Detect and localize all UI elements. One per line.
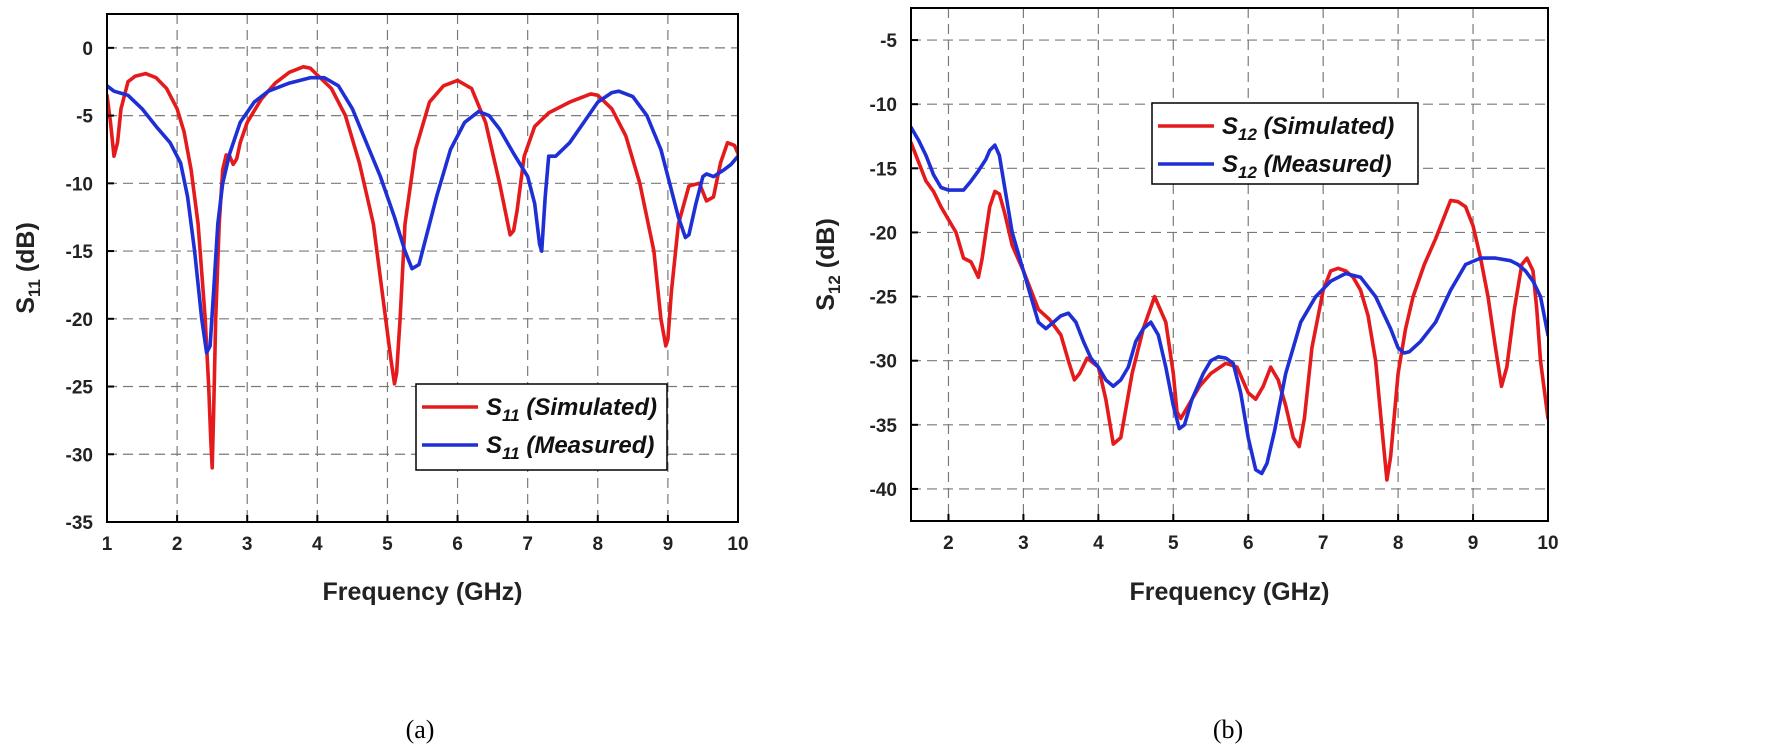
- legend-box: [1151, 102, 1419, 185]
- x-tick-label: 9: [1468, 533, 1479, 554]
- series-group: [911, 125, 1548, 482]
- x-tick-label: 4: [1093, 533, 1104, 554]
- x-tick-label: 8: [592, 534, 603, 555]
- x-axis: 1 2 3 4 5 6 7 8 9 10: [102, 515, 749, 555]
- legend: S12 (Simulated) S12 (Measured): [1151, 102, 1419, 185]
- series-group: [107, 65, 738, 470]
- legend-label-measured: S11 (Measured): [486, 432, 654, 463]
- series-line-measured: [107, 75, 738, 355]
- x-axis: 2 3 4 5 6 7 8 9 10: [943, 514, 1559, 554]
- x-tick-label: 1: [102, 534, 113, 555]
- gridlines: [911, 8, 1548, 521]
- y-tick-label: -15: [66, 242, 94, 263]
- x-tick-label: 6: [452, 534, 463, 555]
- x-tick-label: 7: [1318, 533, 1329, 554]
- x-axis-title: Frequency (GHz): [1129, 578, 1329, 606]
- x-tick-label: 4: [312, 534, 323, 555]
- x-tick-label: 5: [382, 534, 393, 555]
- chart-panel-b: 2 3 4 5 6 7 8 9 10 -5 -10 -15 -20 -25 -30 -35 -40 Frequen…: [812, 7, 1559, 744]
- panel-caption: (b): [1213, 715, 1243, 744]
- y-tick-label: -10: [66, 174, 93, 195]
- y-tick-label: 0: [82, 39, 93, 60]
- y-tick-label: -20: [870, 223, 897, 244]
- x-tick-label: 7: [522, 534, 533, 555]
- y-axis: -5 -10 -15 -20 -25 -30 -35 -40: [870, 31, 918, 501]
- legend-label-simulated: S12 (Simulated): [1222, 113, 1394, 144]
- y-tick-label: -5: [76, 107, 93, 128]
- legend: S11 (Simulated) S11 (Measured): [415, 383, 668, 471]
- y-tick-label: -25: [66, 378, 94, 399]
- x-tick-label: 2: [943, 533, 954, 554]
- series-line-measured: [911, 125, 1548, 476]
- x-axis-title: Frequency (GHz): [322, 578, 522, 606]
- x-tick-label: 6: [1243, 533, 1254, 554]
- y-tick-label: -10: [870, 95, 897, 116]
- y-tick-label: -5: [880, 31, 897, 52]
- y-tick-label: -40: [870, 480, 897, 501]
- y-axis-title: S11 (dB): [12, 222, 44, 314]
- y-axis: 0 -5 -10 -15 -20 -25 -30 -35: [66, 39, 114, 534]
- y-tick-label: -35: [66, 513, 94, 534]
- legend-label-measured: S12 (Measured): [1222, 151, 1392, 182]
- legend-label-simulated: S11 (Simulated): [486, 394, 657, 425]
- y-tick-label: -15: [870, 159, 898, 180]
- series-line-simulated: [107, 65, 738, 470]
- y-tick-label: -35: [870, 416, 898, 437]
- plot-frame: [910, 7, 1549, 522]
- y-tick-label: -30: [870, 352, 897, 373]
- plot-frame: [106, 13, 739, 523]
- panel-caption: (a): [406, 715, 435, 744]
- x-tick-label: 10: [1537, 533, 1558, 554]
- x-tick-label: 2: [172, 534, 183, 555]
- x-tick-label: 8: [1393, 533, 1404, 554]
- legend-box: [415, 383, 668, 471]
- y-axis-title: S12 (dB): [812, 218, 844, 311]
- y-tick-label: -30: [66, 445, 93, 466]
- chart-panel-a: 1 2 3 4 5 6 7 8 9 10 0 -5 -10 -15 -20 -25 -30 -35 Frequenc…: [12, 13, 749, 744]
- x-tick-label: 3: [242, 534, 253, 555]
- x-tick-label: 3: [1018, 533, 1029, 554]
- y-tick-label: -20: [66, 310, 93, 331]
- x-tick-label: 9: [663, 534, 674, 555]
- x-tick-label: 10: [727, 534, 748, 555]
- x-tick-label: 5: [1168, 533, 1179, 554]
- series-line-simulated: [911, 140, 1548, 482]
- y-tick-label: -25: [870, 288, 898, 309]
